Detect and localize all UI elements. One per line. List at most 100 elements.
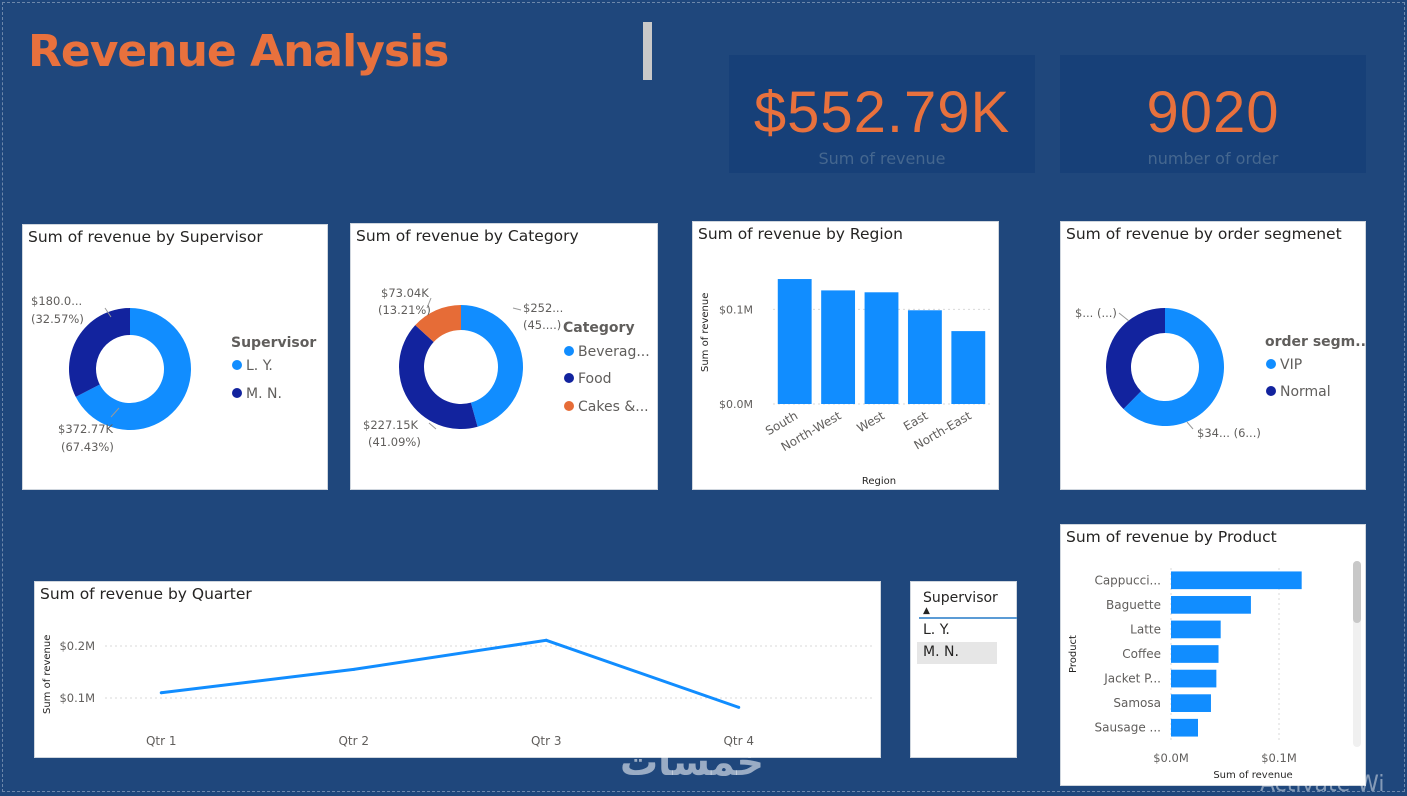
data-label: $252...	[523, 301, 563, 315]
gridlines: $0.1M $0.2M	[59, 639, 875, 705]
chart-panel-region[interactable]: Sum of revenue by Region Sum of revenue …	[692, 221, 999, 490]
donut-slice-cakes[interactable]	[415, 305, 461, 343]
x-tick-label: Qtr 3	[531, 734, 562, 748]
donut-slice-beverag[interactable]	[461, 305, 523, 427]
os-activation-notice: Activate Wi	[1260, 772, 1385, 796]
line-point[interactable]	[737, 705, 741, 709]
legend-marker	[564, 401, 574, 411]
data-label-pct: (45....)	[523, 318, 561, 332]
legend-item[interactable]: Beverag...	[578, 344, 650, 360]
legend-item[interactable]: L. Y.	[246, 358, 273, 374]
leader-line	[1186, 421, 1194, 430]
y-tick-label: Cappucci...	[1094, 573, 1161, 587]
donut-arcs	[399, 305, 523, 429]
bar-product[interactable]	[1171, 620, 1221, 639]
y-tick-label: Jacket P...	[1103, 672, 1161, 686]
leader-line	[512, 307, 522, 311]
slicer-item-mn[interactable]: M. N.	[917, 642, 997, 664]
chart-panel-product[interactable]: Sum of revenue by Product Product Sum of…	[1060, 524, 1366, 786]
legend-item[interactable]: M. N.	[246, 386, 282, 402]
bar-south[interactable]	[777, 279, 812, 404]
bar-west[interactable]	[864, 292, 899, 404]
y-axis-label: Product	[1068, 635, 1079, 673]
donut-slice-vip[interactable]	[1123, 308, 1224, 426]
y-tick-label: $0.1M	[59, 691, 95, 705]
x-axis-label: Region	[862, 476, 896, 487]
data-label: $180.0...	[31, 294, 82, 308]
data-label-pct: (13.21%)	[378, 303, 431, 317]
legend-item[interactable]: VIP	[1280, 357, 1302, 373]
bar-product[interactable]	[1171, 596, 1251, 614]
legend-marker	[564, 373, 574, 383]
legend-marker	[232, 388, 242, 398]
x-tick-label: $0.0M	[1153, 751, 1189, 765]
bar-north-east[interactable]	[951, 331, 986, 404]
x-tick-label: West	[854, 408, 887, 435]
y-tick-label: $0.1M	[719, 303, 753, 316]
segment-donut-chart[interactable]: $... (...) $34... (6...) order segm... V…	[1061, 222, 1371, 491]
data-label-pct: (67.43%)	[61, 440, 114, 454]
chart-panel-order-segment[interactable]: Sum of revenue by order segmenet $... (.…	[1060, 221, 1371, 491]
donut-slice-food[interactable]	[399, 325, 478, 429]
slicer-item-ly[interactable]: L. Y.	[923, 622, 950, 638]
scrollbar-thumb[interactable]	[1353, 561, 1361, 623]
data-label: $... (...)	[1075, 306, 1117, 320]
legend-item[interactable]: Cakes &...	[578, 399, 649, 415]
region-bar-chart[interactable]: Sum of revenue Region $0.0M$0.1M SouthNo…	[693, 222, 1000, 491]
supervisor-slicer[interactable]: Supervisor ▲ L. Y. M. N.	[910, 581, 1017, 758]
kpi-card-orders[interactable]: 9020 number of order	[1060, 55, 1366, 173]
bar-east[interactable]	[907, 310, 942, 404]
chart-title: Sum of revenue by Product	[1066, 528, 1277, 546]
bar-product[interactable]	[1171, 571, 1302, 590]
y-tick-label: Latte	[1130, 622, 1161, 636]
leader-line	[1118, 312, 1130, 322]
chart-panel-quarter[interactable]: Sum of revenue by Quarter Sum of revenue…	[34, 581, 881, 758]
slicer-title: Supervisor	[923, 590, 998, 606]
line-point[interactable]	[544, 638, 548, 642]
revenue-line[interactable]	[161, 638, 740, 709]
legend-title: order segm...	[1265, 334, 1367, 350]
bar-north-west[interactable]	[821, 290, 856, 404]
kpi-card-revenue[interactable]: $552.79K Sum of revenue	[729, 55, 1035, 173]
donut-slice-normal[interactable]	[1106, 308, 1165, 409]
legend-title: Category	[563, 320, 635, 336]
leader-line	[110, 407, 120, 418]
y-axis-label: Sum of revenue	[700, 293, 711, 372]
quarter-line-chart[interactable]: Sum of revenue $0.1M$0.2M Qtr 1 Qtr 2 Qtr …	[35, 582, 882, 759]
bar-product[interactable]	[1171, 669, 1217, 688]
bar-product[interactable]	[1171, 645, 1219, 663]
category-donut-chart[interactable]: $73.04K (13.21%) $252... (45....) $227.1…	[351, 224, 659, 491]
legend-marker	[1266, 386, 1276, 396]
line-point[interactable]	[352, 667, 356, 671]
kpi-label: Sum of revenue	[818, 149, 946, 168]
chart-title: Sum of revenue by Quarter	[40, 585, 252, 603]
line-point[interactable]	[159, 691, 163, 695]
donut-arcs	[69, 308, 191, 430]
chart-panel-category[interactable]: Sum of revenue by Category $73.04K (13.2…	[350, 223, 658, 490]
leader-line	[426, 297, 432, 309]
supervisor-donut-chart[interactable]: $180.0... (32.57%) $372.77K (67.43%) Sup…	[23, 225, 329, 491]
product-bar-chart[interactable]: Product Sum of revenue $0.0M $0.1M Cappuc…	[1061, 525, 1367, 787]
donut-arcs	[1106, 308, 1224, 426]
leader-line	[104, 307, 112, 318]
bar-product[interactable]	[1171, 694, 1211, 712]
bar-product[interactable]	[1171, 718, 1198, 737]
kpi-label: number of order	[1147, 149, 1279, 168]
slicer-divider	[919, 617, 1017, 619]
chart-panel-supervisor[interactable]: Sum of revenue by Supervisor $180.0... (…	[22, 224, 328, 490]
kpi-value: 9020	[1146, 80, 1280, 145]
data-label-pct: (6...)	[1234, 426, 1261, 440]
donut-slice-l-y[interactable]	[75, 308, 191, 430]
sort-up-icon[interactable]: ▲	[923, 606, 930, 616]
legend-item[interactable]: Food	[578, 371, 612, 387]
data-label-value: $34...	[1197, 426, 1230, 440]
x-axis-label: Sum of revenue	[1213, 770, 1292, 781]
x-tick-label: Qtr 4	[723, 734, 754, 748]
bars: Cappucci... Baguette Latte Coffee Jacket P..…	[1094, 571, 1302, 737]
chart-title: Sum of revenue by Category	[356, 227, 579, 245]
donut-slice-m-n[interactable]	[69, 308, 130, 397]
chart-title: Sum of revenue by Supervisor	[28, 228, 263, 246]
legend-item[interactable]: Normal	[1280, 384, 1331, 400]
